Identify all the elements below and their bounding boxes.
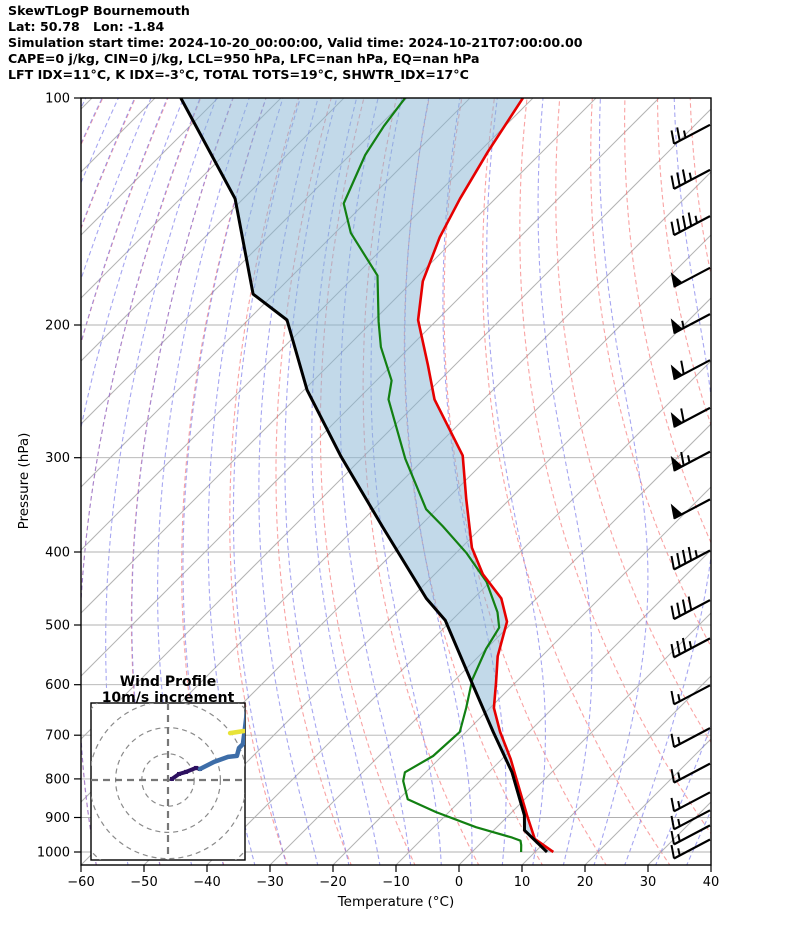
wind-barbs (670, 123, 711, 860)
wind-barb (670, 727, 711, 749)
x-tick-label: 20 (577, 875, 594, 890)
chart-valid-time: Simulation start time: 2024-10-20_00:00:… (8, 34, 583, 50)
x-tick-label: −40 (193, 875, 220, 890)
wind-barb (670, 266, 711, 288)
wind-barb (670, 762, 711, 784)
parcel-curve (179, 98, 549, 854)
wind-barb (670, 406, 711, 428)
hodograph-trace-mid-upper (197, 708, 245, 772)
wind-barb (670, 684, 711, 706)
x-tick-label: 10 (514, 875, 531, 890)
wind-barb (670, 838, 711, 860)
wind-barb (670, 637, 711, 659)
y-axis-label: Pressure (hPa) (16, 433, 32, 530)
y-tick-label: 200 (45, 318, 70, 333)
wind-barb (670, 596, 711, 621)
x-tick-label: 30 (640, 875, 657, 890)
wind-barb (670, 546, 711, 571)
x-tick-label: −10 (382, 875, 409, 890)
wind-barb (670, 359, 711, 381)
y-tick-label: 400 (45, 545, 70, 560)
chart-indices-2: LFT IDX=11°C, K IDX=-3°C, TOTAL TOTS=19°… (8, 66, 469, 82)
x-tick-label: 0 (455, 875, 463, 890)
hodograph-title: Wind Profile (120, 674, 217, 690)
x-tick-label: −60 (67, 875, 94, 890)
y-tick-label: 600 (45, 678, 70, 693)
x-tick-label: −30 (256, 875, 283, 890)
hodograph-subtitle: 10m/s increment (102, 690, 235, 706)
wind-barb (670, 498, 711, 520)
wind-barb (670, 450, 711, 472)
y-tick-label: 300 (45, 451, 70, 466)
wind-barb (670, 313, 711, 335)
wind-barb (670, 791, 711, 813)
chart-latlon: Lat: 50.78 Lon: -1.84 (8, 18, 165, 34)
dewpoint-curve (342, 98, 523, 853)
chart-indices-1: CAPE=0 j/kg, CIN=0 j/kg, LCL=950 hPa, LF… (8, 50, 480, 66)
hodograph-trace-jet-level (227, 728, 245, 736)
y-tick-label: 800 (45, 772, 70, 787)
y-tick-label: 700 (45, 729, 70, 744)
y-tick-label: 900 (45, 811, 70, 826)
x-tick-label: −20 (319, 875, 346, 890)
x-tick-label: 40 (703, 875, 720, 890)
y-tick-label: 500 (45, 619, 70, 634)
chart-header: SkewTLogP Bournemouth Lat: 50.78 Lon: -1… (8, 3, 582, 83)
y-tick-label: 100 (45, 92, 70, 107)
wind-barb (670, 212, 711, 237)
wind-barb (670, 824, 711, 846)
wind-barb (670, 123, 711, 145)
cape-shading (180, 98, 554, 852)
y-tick-label: 1000 (37, 846, 70, 861)
x-axis-label: Temperature (°C) (337, 894, 455, 910)
x-tick-label: −50 (130, 875, 157, 890)
chart-title: SkewTLogP Bournemouth (8, 3, 190, 18)
wind-barb (670, 809, 711, 831)
temperature-curve (416, 98, 555, 854)
wind-barb (670, 168, 711, 190)
